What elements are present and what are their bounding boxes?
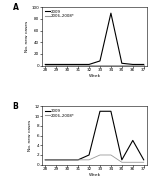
2006–2008*: [77, 159, 79, 161]
2009: [44, 63, 46, 66]
2006–2008*: [55, 159, 57, 161]
2009: [99, 60, 101, 62]
2009: [44, 159, 46, 161]
Line: 2006–2008*: 2006–2008*: [45, 155, 144, 162]
2006–2008*: [88, 64, 90, 66]
Line: 2009: 2009: [45, 13, 144, 64]
2009: [99, 110, 101, 112]
2009: [110, 12, 112, 14]
2006–2008*: [66, 64, 68, 66]
2009: [132, 139, 134, 141]
Text: A: A: [13, 3, 18, 12]
2006–2008*: [132, 161, 134, 163]
2006–2008*: [121, 161, 123, 163]
2009: [66, 63, 68, 66]
Line: 2009: 2009: [45, 111, 144, 160]
Y-axis label: No. new cases: No. new cases: [28, 120, 32, 151]
X-axis label: Week: Week: [88, 173, 101, 177]
2006–2008*: [143, 64, 145, 66]
2006–2008*: [143, 161, 145, 163]
2006–2008*: [44, 64, 46, 66]
Y-axis label: No. new cases: No. new cases: [25, 21, 29, 52]
2006–2008*: [110, 154, 112, 156]
2006–2008*: [44, 159, 46, 161]
2006–2008*: [66, 159, 68, 161]
2009: [77, 159, 79, 161]
X-axis label: Week: Week: [88, 74, 101, 78]
2006–2008*: [55, 64, 57, 66]
2006–2008*: [99, 64, 101, 66]
2009: [143, 159, 145, 161]
2006–2008*: [88, 159, 90, 161]
2006–2008*: [132, 64, 134, 66]
2006–2008*: [99, 154, 101, 156]
Legend: 2009, 2006–2008*: 2009, 2006–2008*: [45, 109, 75, 117]
Text: B: B: [13, 102, 18, 111]
2009: [132, 63, 134, 66]
2009: [88, 154, 90, 156]
2009: [77, 63, 79, 66]
2006–2008*: [110, 64, 112, 66]
Legend: 2009, 2006–2008*: 2009, 2006–2008*: [45, 10, 75, 18]
2009: [143, 63, 145, 66]
2009: [121, 159, 123, 161]
2009: [88, 63, 90, 66]
2009: [55, 63, 57, 66]
2006–2008*: [77, 64, 79, 66]
2009: [121, 62, 123, 64]
2009: [66, 159, 68, 161]
2006–2008*: [121, 64, 123, 66]
2009: [110, 110, 112, 112]
2009: [55, 159, 57, 161]
